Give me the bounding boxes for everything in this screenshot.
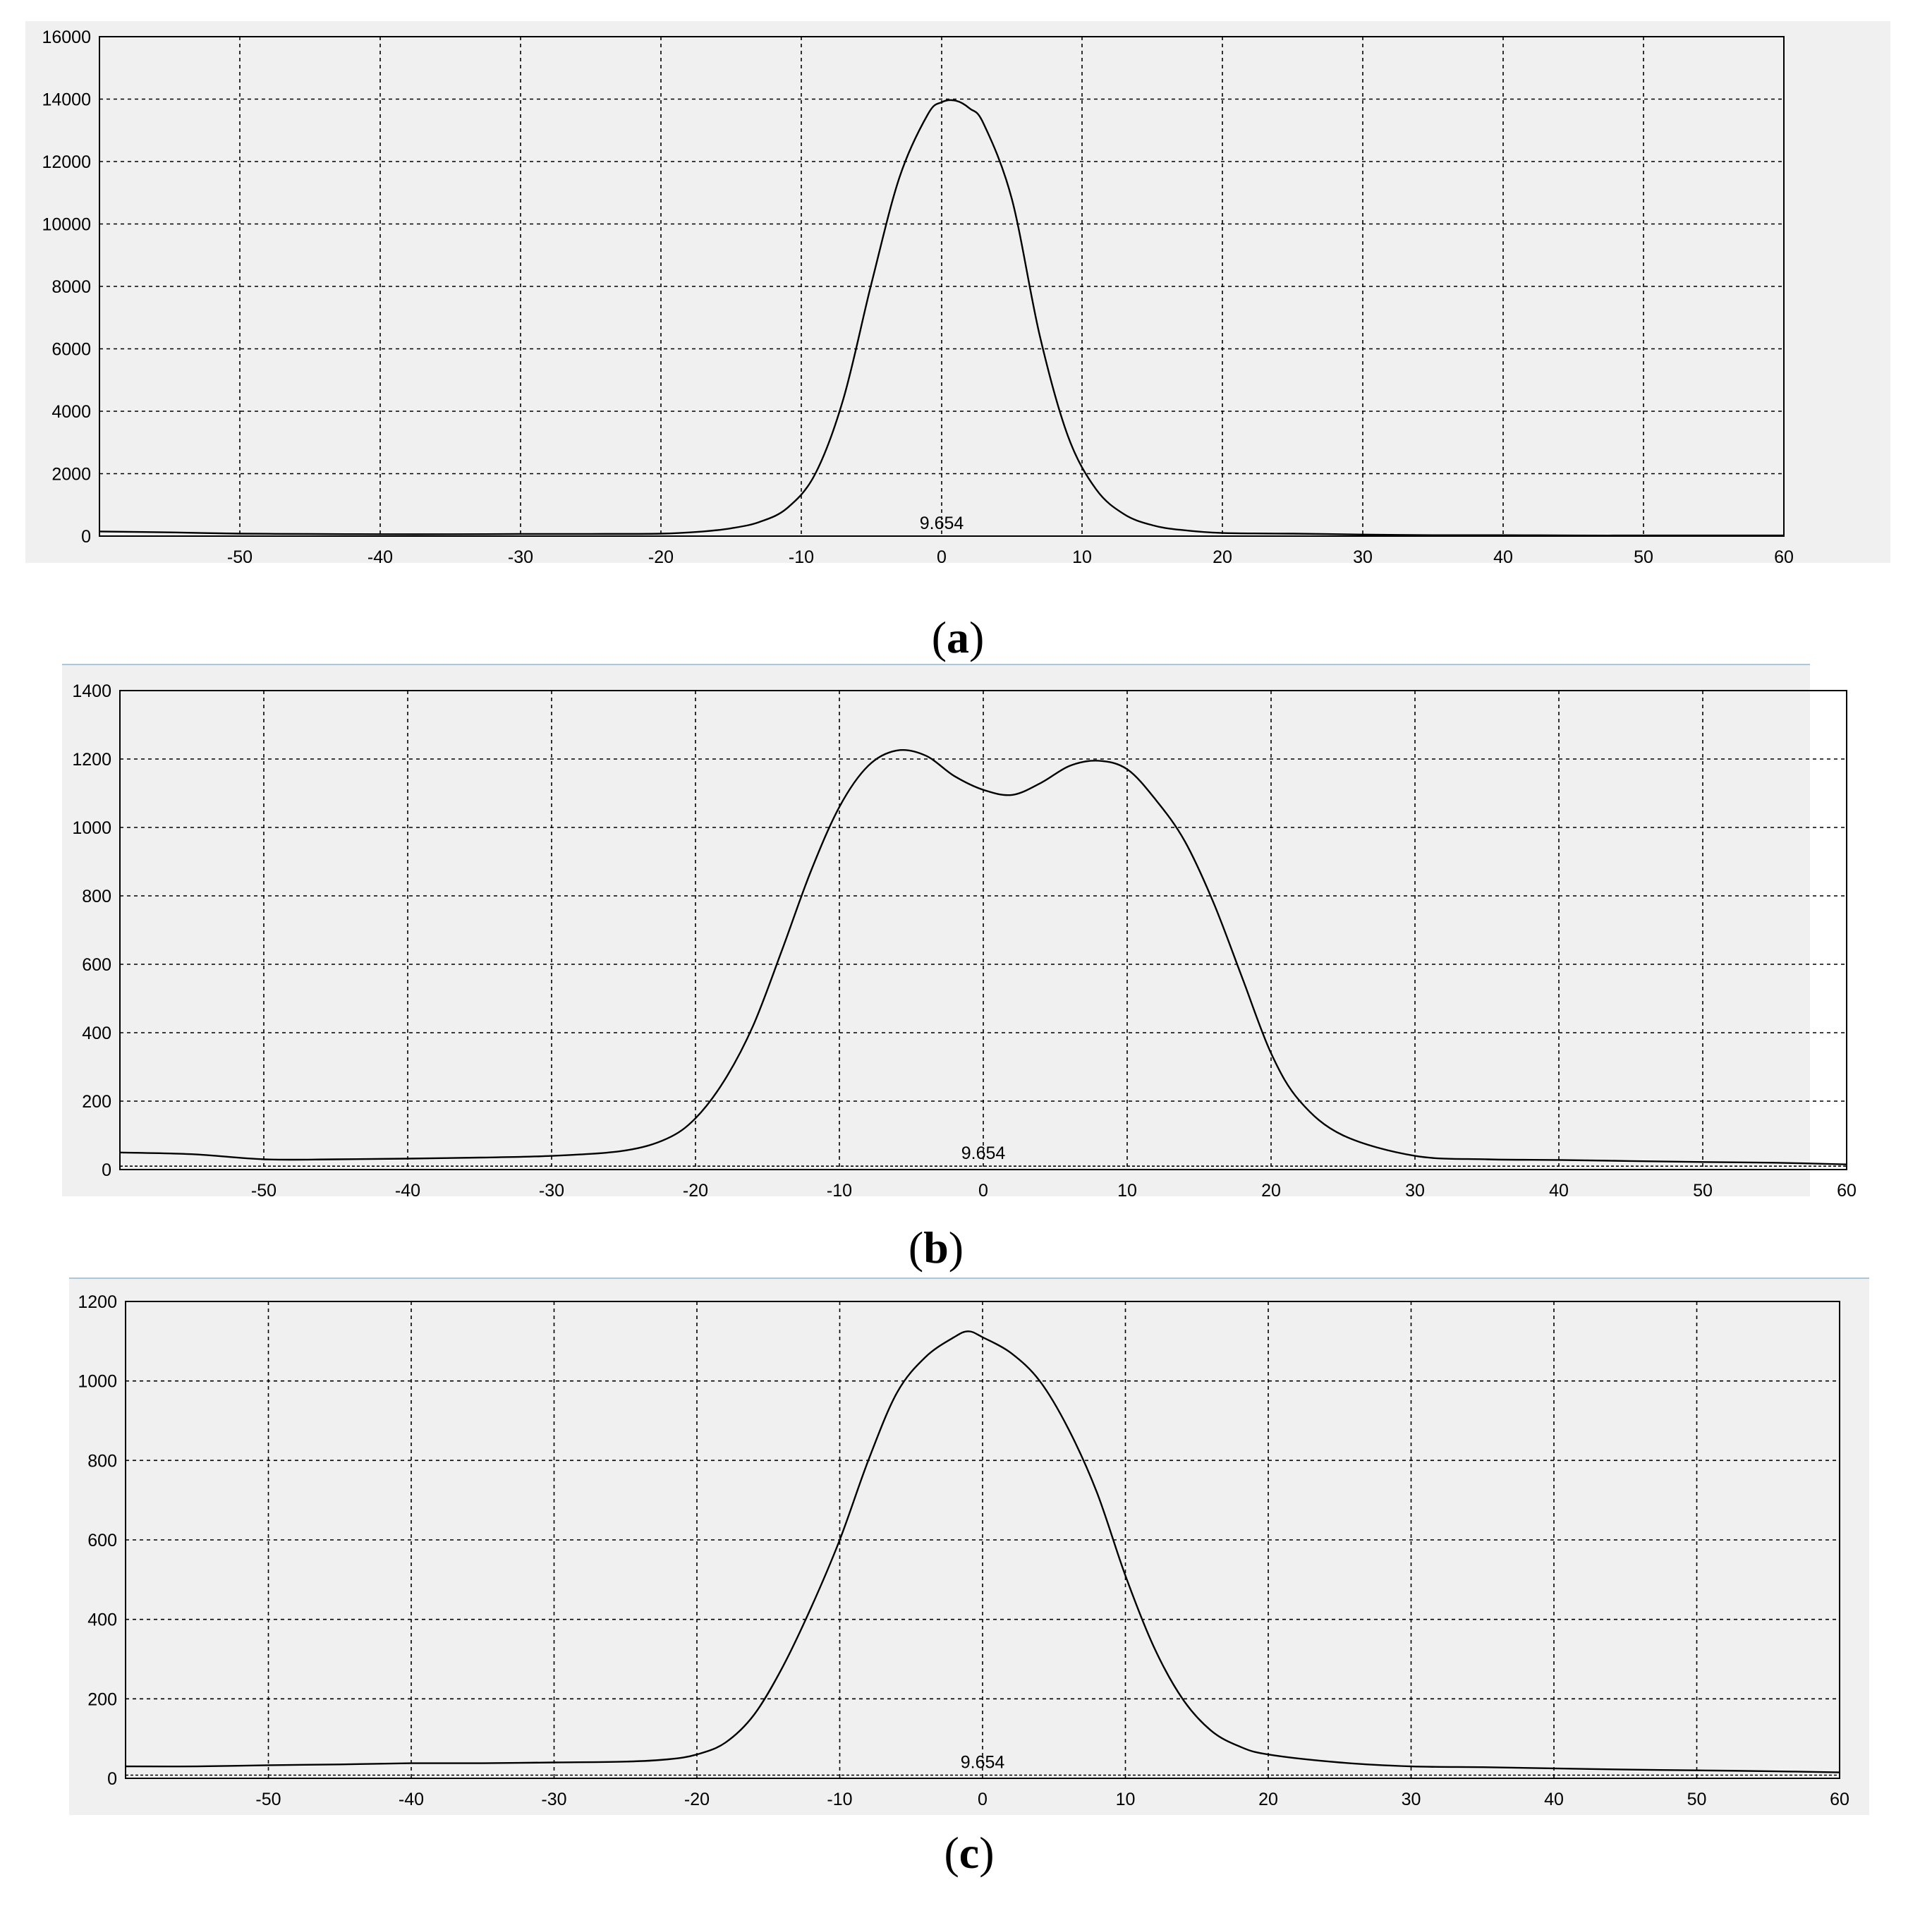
- x-tick-label: 30: [1402, 1790, 1421, 1809]
- x-tick-label: -20: [683, 1181, 708, 1201]
- gridlines: [99, 37, 1784, 536]
- series-line: [99, 99, 1784, 537]
- panel-a: -50 -40 -30 -20 -10 0 10 20 30 40 50 60 0 2000 4000 600…: [25, 21, 1890, 662]
- x-tick-label: 30: [1353, 547, 1373, 567]
- plot-frame: [119, 690, 1847, 1170]
- y-tick-label: 14000: [42, 90, 91, 110]
- y-tick-label: 600: [87, 1531, 117, 1550]
- y-tick-label: 400: [82, 1024, 111, 1043]
- y-tick-label: 400: [87, 1610, 117, 1630]
- x-tick-label: 60: [1830, 1790, 1849, 1809]
- x-tick-label: -40: [367, 547, 393, 567]
- x-tick-label: -30: [541, 1790, 566, 1809]
- panel-background: [62, 664, 1810, 1196]
- x-tick-label: 30: [1405, 1181, 1425, 1201]
- y-tick-label: 2000: [51, 465, 91, 485]
- y-tick-label: 4000: [51, 402, 91, 422]
- plot-frame: [125, 1301, 1840, 1779]
- panel-caption: (c): [944, 1828, 994, 1878]
- gridlines: [126, 1301, 1840, 1778]
- y-tick-label: 1000: [72, 818, 111, 838]
- marker-label: 9.654: [961, 1752, 1005, 1772]
- x-tick-label: 0: [978, 1181, 988, 1201]
- marker-label: 9.654: [961, 1143, 1006, 1163]
- x-tick-label: -20: [684, 1790, 710, 1809]
- panel-caption: (b): [909, 1222, 964, 1273]
- x-tick-label: 50: [1687, 1790, 1707, 1809]
- y-tick-label: 1400: [72, 681, 111, 701]
- y-tick-label: 0: [102, 1160, 111, 1180]
- y-tick-label: 1200: [78, 1292, 117, 1312]
- x-tick-label: -40: [395, 1181, 420, 1201]
- series-line: [125, 1330, 1840, 1773]
- x-tick-label: 40: [1544, 1790, 1564, 1809]
- x-tick-label: -50: [251, 1181, 277, 1201]
- y-tick-label: 0: [107, 1769, 117, 1789]
- x-tick-label: 10: [1072, 547, 1092, 567]
- x-tick-label: -40: [399, 1790, 424, 1809]
- x-tick-label: 60: [1837, 1181, 1857, 1201]
- x-tick-label: -20: [648, 547, 674, 567]
- x-tick-label: -30: [539, 1181, 564, 1201]
- marker-label: 9.654: [920, 514, 964, 533]
- x-tick-label: 40: [1493, 547, 1513, 567]
- y-tick-label: 1000: [78, 1372, 117, 1392]
- x-tick-label: 20: [1258, 1790, 1278, 1809]
- x-tick-label: 60: [1774, 547, 1794, 567]
- x-tick-label: -10: [827, 1181, 852, 1201]
- y-tick-label: 1200: [72, 750, 111, 770]
- x-tick-label: 40: [1549, 1181, 1569, 1201]
- y-tick-label: 10000: [42, 215, 91, 235]
- y-tick-label: 800: [87, 1451, 117, 1471]
- y-tick-label: 8000: [51, 277, 91, 297]
- x-tick-label: 10: [1116, 1790, 1136, 1809]
- panel-caption: (a): [932, 612, 985, 662]
- panel-background: [25, 21, 1890, 563]
- series-line: [119, 748, 1847, 1165]
- y-tick-label: 200: [87, 1689, 117, 1709]
- x-tick-label: -10: [789, 547, 814, 567]
- x-tick-label: -50: [255, 1790, 281, 1809]
- y-tick-label: 6000: [51, 340, 91, 360]
- y-tick-label: 200: [82, 1092, 111, 1112]
- x-tick-label: -10: [827, 1790, 852, 1809]
- panel-b: -50 -40 -30 -20 -10 0 10 20 30 40 50 60020040060080…: [62, 664, 1857, 1273]
- y-tick-label: 12000: [42, 152, 91, 172]
- x-tick-label: -30: [508, 547, 533, 567]
- x-tick-label: 50: [1693, 1181, 1713, 1201]
- y-tick-label: 16000: [42, 28, 91, 47]
- panel-c: -50 -40 -30 -20 -10 0 10 20 30 40 50 60020040060080…: [69, 1277, 1869, 1878]
- x-tick-label: 20: [1213, 547, 1232, 567]
- x-tick-label: -50: [227, 547, 253, 567]
- x-tick-label: 50: [1634, 547, 1653, 567]
- x-tick-label: 10: [1117, 1181, 1137, 1201]
- x-tick-label: 20: [1261, 1181, 1281, 1201]
- gridlines: [120, 691, 1847, 1170]
- y-tick-label: 800: [82, 887, 111, 906]
- x-tick-label: 0: [978, 1790, 988, 1809]
- y-tick-label: 600: [82, 955, 111, 975]
- panel-background: [69, 1278, 1869, 1815]
- x-tick-label: 0: [937, 547, 947, 567]
- y-tick-label: 0: [81, 527, 91, 547]
